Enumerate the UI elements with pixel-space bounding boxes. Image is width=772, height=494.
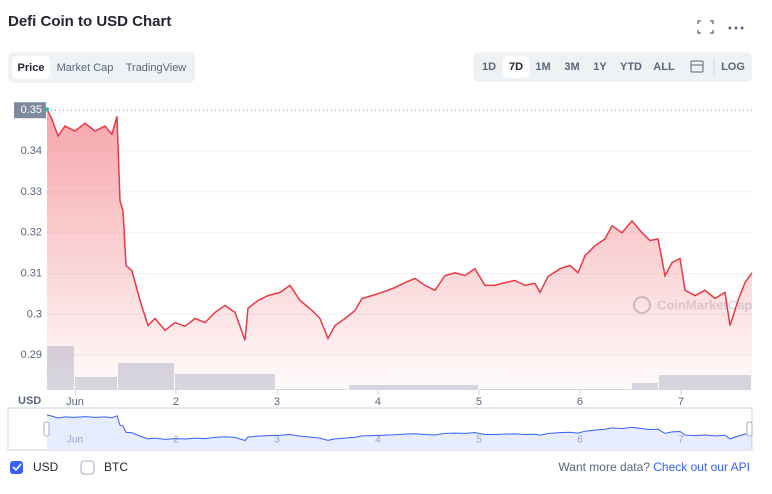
nav-tick-label: 5 xyxy=(476,435,482,446)
y-tick-label: 0.3 xyxy=(27,308,42,320)
range-button[interactable]: 1D xyxy=(482,61,496,73)
more-text: Want more data? xyxy=(558,460,650,474)
range-button[interactable]: ALL xyxy=(653,61,675,73)
price-line xyxy=(46,109,753,341)
calendar-icon[interactable] xyxy=(690,60,704,73)
nav-handle-left[interactable] xyxy=(43,421,50,437)
tab[interactable]: Price xyxy=(18,62,45,74)
nav-tick-label: 4 xyxy=(375,435,381,446)
price-area xyxy=(47,109,752,391)
chart-title: Defi Coin to USD Chart xyxy=(8,13,171,30)
legend-usd[interactable]: USD xyxy=(33,460,59,474)
x-tick-label: Jun xyxy=(66,396,84,408)
nav-tick-label: 2 xyxy=(173,435,179,446)
y-tick-label: 0.32 xyxy=(21,227,42,239)
tab[interactable]: TradingView xyxy=(126,62,187,74)
tab-group xyxy=(8,52,195,83)
tab[interactable]: Market Cap xyxy=(57,62,114,74)
x-tick-label: 7 xyxy=(678,396,684,408)
x-tick-label: 2 xyxy=(173,396,179,408)
range-active xyxy=(503,56,529,78)
x-tick-label: 5 xyxy=(476,396,482,408)
api-link[interactable]: Check out our API xyxy=(653,460,750,474)
range-button[interactable]: 3M xyxy=(564,61,579,73)
fullscreen-icon[interactable] xyxy=(697,20,714,34)
range-button[interactable]: YTD xyxy=(620,61,642,73)
y-tick-label: 0.31 xyxy=(21,267,42,279)
x-tick-label: 4 xyxy=(375,396,381,408)
y-tick-label: 0.35 xyxy=(21,104,42,116)
range-button[interactable]: 1Y xyxy=(593,61,607,73)
checkbox-btc[interactable] xyxy=(80,460,95,475)
nav-area xyxy=(47,415,752,449)
legend-btc[interactable]: BTC xyxy=(104,460,128,474)
tab-active xyxy=(12,56,50,79)
range-group xyxy=(473,52,752,82)
nav-line xyxy=(46,414,753,442)
price-tag xyxy=(14,102,46,119)
range-button[interactable]: 7D xyxy=(509,61,523,73)
range-button[interactable]: 1M xyxy=(535,61,550,73)
more-icon[interactable] xyxy=(728,26,744,30)
y-tick-label: 0.34 xyxy=(21,145,42,157)
y-axis-label: USD xyxy=(18,395,41,407)
nav-handle-right[interactable] xyxy=(746,421,753,437)
nav-tick-label: 3 xyxy=(274,435,280,446)
log-button[interactable]: LOG xyxy=(721,61,745,73)
nav-tick-label: 7 xyxy=(678,435,684,446)
checkbox-usd[interactable] xyxy=(10,461,23,474)
nav-tick-label: 6 xyxy=(577,435,583,446)
x-tick-label: 6 xyxy=(577,396,583,408)
nav-tick-label: Jun xyxy=(67,435,83,446)
x-tick-label: 3 xyxy=(274,396,280,408)
y-tick-label: 0.29 xyxy=(21,349,42,361)
y-tick-label: 0.33 xyxy=(21,186,42,198)
start-dot xyxy=(45,107,49,112)
